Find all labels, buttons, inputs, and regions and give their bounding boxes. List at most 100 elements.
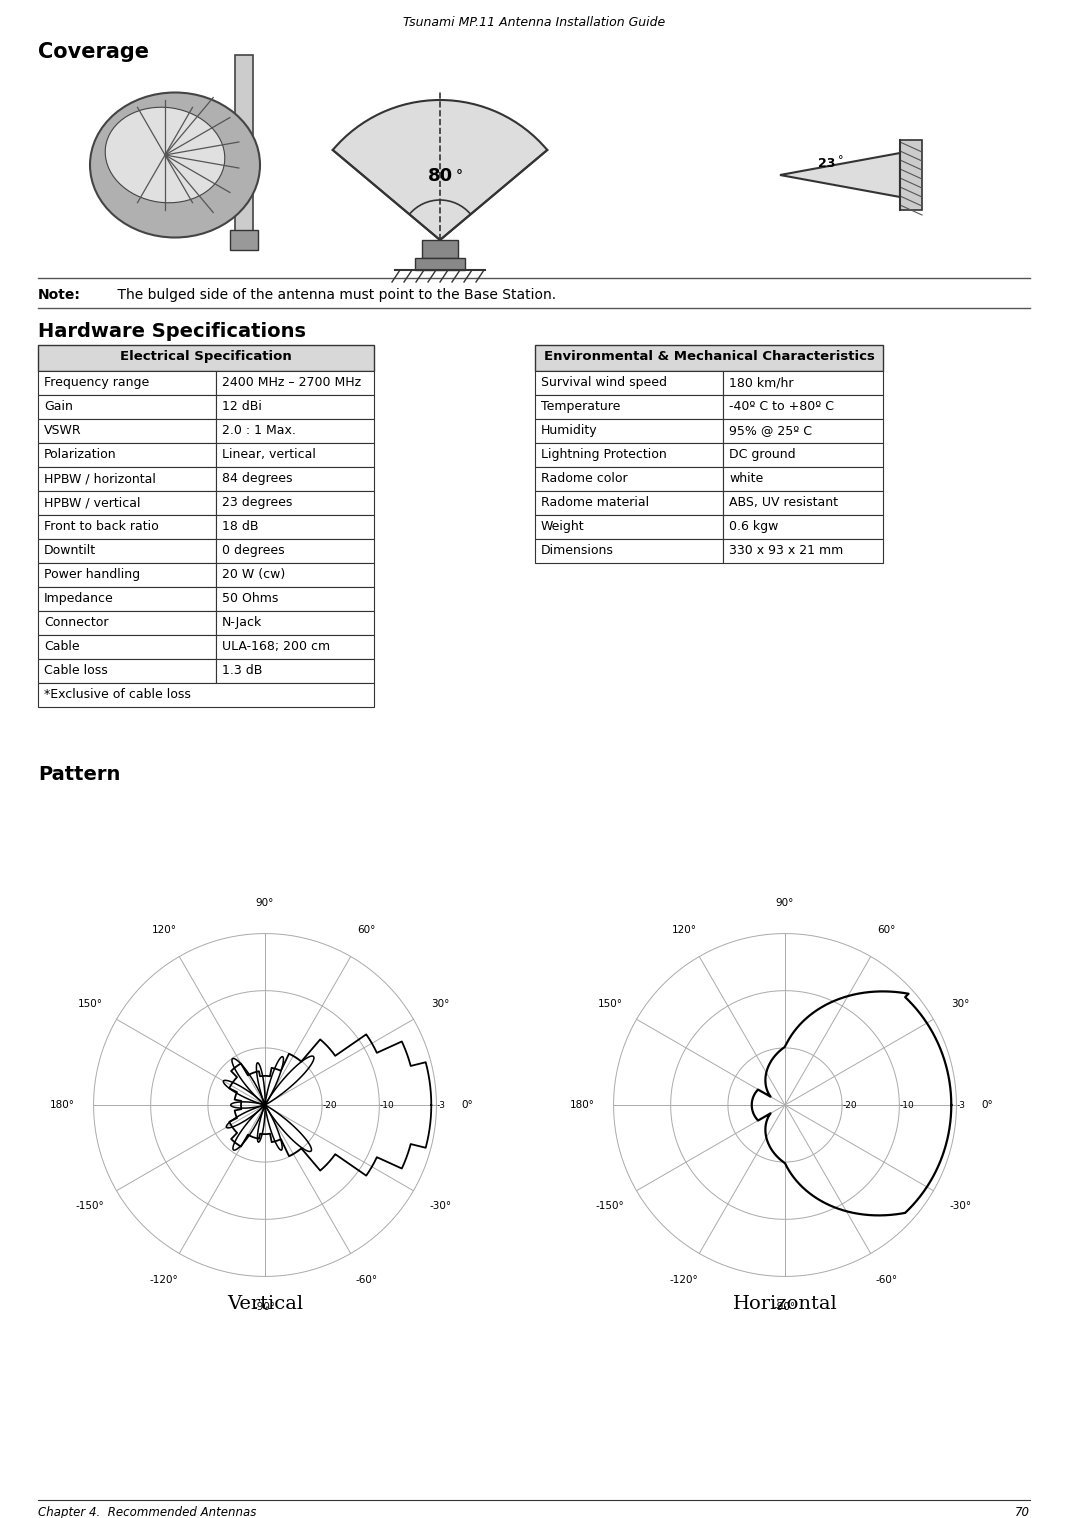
Text: 84 degrees: 84 degrees [222, 472, 293, 484]
Text: Impedance: Impedance [44, 592, 113, 606]
Text: Electrical Specification: Electrical Specification [120, 351, 292, 363]
Bar [534, 345, 883, 370]
Text: Frequency range: Frequency range [44, 376, 150, 389]
Text: Radome color: Radome color [541, 472, 628, 484]
Text: Lightning Protection: Lightning Protection [541, 448, 667, 461]
Text: -40º C to +80º C: -40º C to +80º C [729, 401, 834, 413]
Bar [38, 370, 216, 395]
Bar [723, 443, 883, 468]
Bar [900, 140, 921, 209]
Bar [235, 55, 253, 235]
Bar [415, 258, 465, 270]
Bar [38, 515, 216, 539]
Text: -120°: -120° [669, 1275, 698, 1286]
Text: Polarization: Polarization [44, 448, 117, 461]
Text: -150°: -150° [76, 1201, 104, 1211]
Ellipse shape [90, 93, 260, 237]
Text: 180°: 180° [570, 1101, 595, 1110]
Text: 90°: 90° [776, 897, 794, 908]
Text: -30°: -30° [429, 1201, 451, 1211]
Bar [216, 490, 374, 515]
Text: -150°: -150° [595, 1201, 624, 1211]
Bar [38, 345, 374, 370]
Text: 23 degrees: 23 degrees [222, 496, 293, 509]
Bar [723, 515, 883, 539]
Text: -20: -20 [322, 1101, 337, 1110]
Text: Humidity: Humidity [541, 424, 598, 437]
Text: 60°: 60° [877, 924, 896, 935]
Wedge shape [332, 100, 547, 240]
Text: DC ground: DC ground [729, 448, 795, 461]
Bar [38, 395, 216, 419]
Bar [38, 683, 374, 707]
Bar [38, 468, 216, 490]
Text: -120°: -120° [150, 1275, 179, 1286]
Text: 18 dB: 18 dB [222, 521, 259, 533]
Text: Temperature: Temperature [541, 401, 620, 413]
Text: 90°: 90° [255, 897, 274, 908]
Text: Power handling: Power handling [44, 568, 140, 581]
Bar [216, 635, 374, 659]
Polygon shape [780, 153, 900, 197]
Bar [534, 370, 723, 395]
Text: HPBW / horizontal: HPBW / horizontal [44, 472, 156, 484]
Text: Coverage: Coverage [38, 43, 149, 62]
Bar [723, 370, 883, 395]
Bar [216, 659, 374, 683]
Text: ULA-168; 200 cm: ULA-168; 200 cm [222, 641, 330, 653]
Bar [38, 659, 216, 683]
Text: 0°: 0° [981, 1101, 993, 1110]
Bar [216, 443, 374, 468]
Bar [723, 395, 883, 419]
Text: 80: 80 [428, 167, 452, 185]
Text: 120°: 120° [671, 924, 696, 935]
Text: -3: -3 [436, 1101, 446, 1110]
Text: °: ° [456, 168, 463, 184]
Text: Weight: Weight [541, 521, 585, 533]
Bar [216, 587, 374, 612]
Text: 70: 70 [1014, 1506, 1031, 1518]
Text: Tsunami MP.11 Antenna Installation Guide: Tsunami MP.11 Antenna Installation Guide [403, 17, 665, 29]
Bar [216, 539, 374, 563]
Text: Hardware Specifications: Hardware Specifications [38, 322, 306, 342]
Text: -3: -3 [957, 1101, 965, 1110]
Text: Cable: Cable [44, 641, 79, 653]
Text: white: white [729, 472, 763, 484]
Text: Vertical: Vertical [227, 1295, 304, 1313]
Text: 0 degrees: 0 degrees [222, 543, 284, 557]
Bar [534, 395, 723, 419]
Bar [216, 419, 374, 443]
Text: Downtilt: Downtilt [44, 543, 96, 557]
Text: 95% @ 25º C: 95% @ 25º C [729, 424, 812, 437]
Text: -60°: -60° [876, 1275, 897, 1286]
Bar [216, 468, 374, 490]
Text: 23: 23 [818, 156, 835, 170]
Bar [534, 468, 723, 490]
Text: 150°: 150° [598, 999, 622, 1009]
Text: Survival wind speed: Survival wind speed [541, 376, 667, 389]
Text: 50 Ohms: 50 Ohms [222, 592, 278, 606]
Text: The bulged side of the antenna must point to the Base Station.: The bulged side of the antenna must poin… [100, 288, 556, 302]
Text: -90°: -90° [774, 1302, 796, 1312]
Bar [422, 240, 458, 258]
Text: 120°: 120° [152, 924, 176, 935]
Text: HPBW / vertical: HPBW / vertical [44, 496, 140, 509]
Bar [216, 395, 374, 419]
Text: Front to back ratio: Front to back ratio [44, 521, 159, 533]
Text: N-Jack: N-Jack [222, 616, 262, 628]
Text: Cable loss: Cable loss [44, 663, 108, 677]
Bar [723, 539, 883, 563]
Text: 30°: 30° [951, 999, 970, 1009]
Text: 0°: 0° [462, 1101, 474, 1110]
Bar [723, 419, 883, 443]
Text: -30°: -30° [949, 1201, 972, 1211]
Bar [38, 539, 216, 563]
Bar [534, 443, 723, 468]
Bar [38, 490, 216, 515]
Bar [38, 563, 216, 587]
Text: °: ° [838, 155, 843, 165]
Bar [534, 490, 723, 515]
Text: Environmental & Mechanical Characteristics: Environmental & Mechanical Characteristi… [543, 351, 874, 363]
Text: -60°: -60° [355, 1275, 377, 1286]
Text: 20 W (cw): 20 W (cw) [222, 568, 285, 581]
